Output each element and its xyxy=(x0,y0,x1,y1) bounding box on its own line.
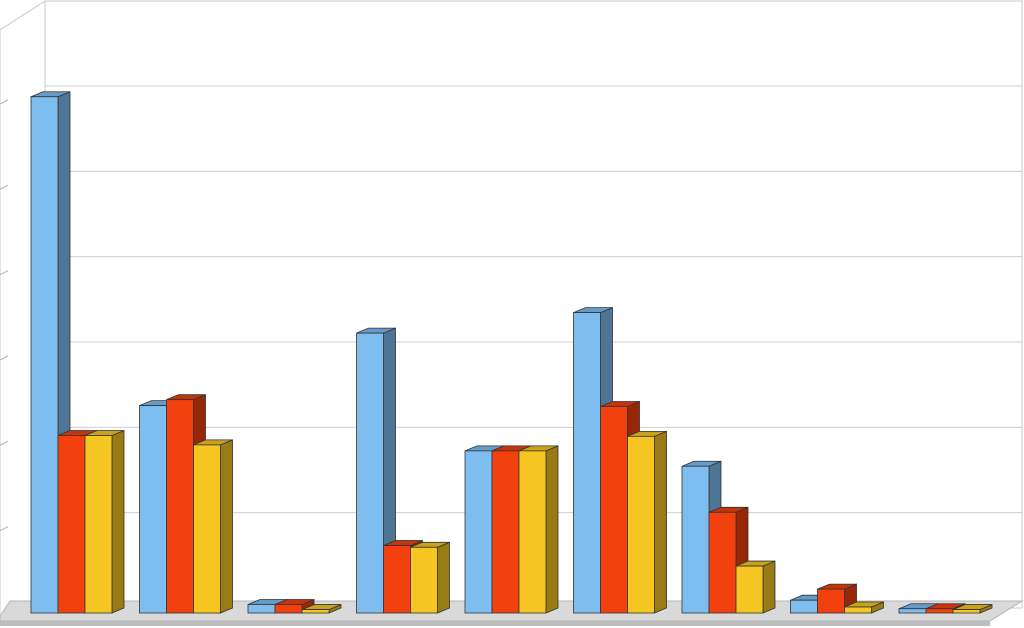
bar-side xyxy=(654,430,667,614)
bar-8-series-3 xyxy=(844,601,884,614)
bar-front xyxy=(952,609,981,614)
bar-front xyxy=(817,588,845,614)
bar-front xyxy=(898,608,927,614)
bar-2-series-3 xyxy=(193,439,233,614)
y-tick xyxy=(0,99,9,105)
bar-front xyxy=(464,450,493,614)
bar-side xyxy=(437,541,450,614)
bar-front xyxy=(193,444,221,614)
gridlines xyxy=(0,85,1022,617)
bar-front xyxy=(356,332,384,614)
bar-front xyxy=(573,312,601,614)
bar-4-series-3 xyxy=(410,541,450,614)
bar-front xyxy=(30,96,59,614)
bar-5-series-3 xyxy=(518,445,559,614)
bar-front xyxy=(600,406,628,614)
bar-side xyxy=(762,560,776,614)
bar-front xyxy=(491,450,520,614)
bar-front xyxy=(844,606,872,614)
y-tick xyxy=(0,526,9,532)
bar-side xyxy=(220,439,233,614)
bar-front xyxy=(84,435,113,614)
bar-front xyxy=(139,405,167,614)
bar-front xyxy=(274,604,303,614)
bar-front xyxy=(518,450,547,614)
bar-front xyxy=(383,545,411,614)
bar-front xyxy=(166,399,194,614)
y-tick xyxy=(0,270,9,276)
bar-front xyxy=(627,435,655,614)
bar-front xyxy=(301,609,330,614)
bar-side xyxy=(111,429,125,614)
floor-edge xyxy=(0,621,990,626)
bar-front xyxy=(681,465,710,614)
bar-7-series-3 xyxy=(735,560,776,614)
bar-front xyxy=(410,546,438,614)
bar-front xyxy=(925,608,954,614)
bar-side xyxy=(545,445,559,614)
bars xyxy=(30,91,993,614)
y-tick xyxy=(0,184,9,190)
bar-6-series-3 xyxy=(627,430,667,614)
bar-front xyxy=(57,435,86,614)
bar-4-series-1 xyxy=(356,327,396,614)
bar-front xyxy=(708,511,737,614)
bar-3-series-3 xyxy=(301,603,342,614)
bar-front xyxy=(735,565,764,614)
bar-front xyxy=(790,599,818,614)
bar-front xyxy=(247,604,276,614)
y-tick xyxy=(0,355,9,361)
y-tick xyxy=(0,440,9,446)
bar-1-series-3 xyxy=(84,429,125,614)
bar-9-series-3 xyxy=(952,603,993,614)
